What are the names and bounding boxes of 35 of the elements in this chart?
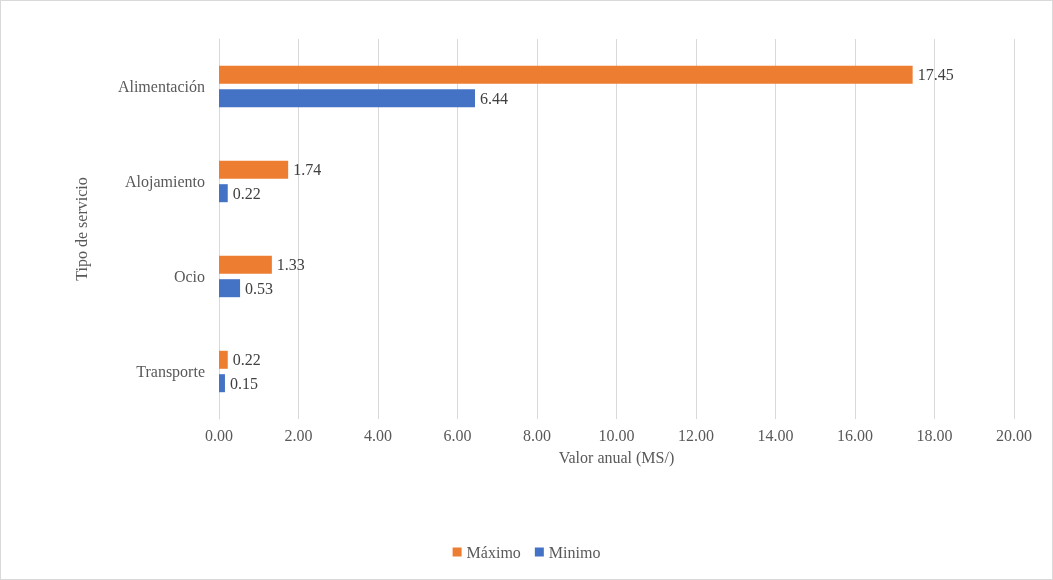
- legend-label: Máximo: [466, 543, 521, 561]
- x-tick-label: 8.00: [523, 426, 551, 444]
- bar: [219, 374, 225, 393]
- x-tick-label: 18.00: [916, 426, 953, 444]
- data-label: 0.15: [229, 374, 258, 392]
- data-label: 0.22: [232, 184, 261, 202]
- y-axis-title: Tipo de servicio: [72, 177, 91, 281]
- bar: [219, 160, 289, 179]
- x-tick-label: 2.00: [284, 426, 313, 444]
- x-tick-label: 10.00: [598, 426, 635, 444]
- y-tick-label: Transporte: [136, 363, 205, 381]
- data-label: 1.33: [276, 256, 305, 274]
- bar: [219, 184, 228, 203]
- x-tick-label: 16.00: [837, 426, 873, 444]
- data-label: 17.45: [917, 66, 954, 84]
- x-tick-label: 12.00: [678, 426, 714, 444]
- data-label: 6.44: [479, 89, 508, 107]
- bar: [219, 89, 475, 108]
- y-tick-label: Alimentación: [117, 78, 205, 95]
- bar: [219, 350, 228, 369]
- y-tick-label: Alojamiento: [125, 173, 205, 191]
- y-tick-label: Ocio: [173, 268, 205, 285]
- data-label: 1.74: [293, 161, 322, 179]
- bar: [219, 255, 272, 274]
- x-tick-label: 0.00: [205, 426, 233, 444]
- x-tick-label: 20.00: [996, 426, 1032, 444]
- legend-label: Minimo: [548, 543, 601, 561]
- data-label: 0.22: [232, 351, 261, 369]
- data-label: 0.53: [245, 279, 274, 297]
- x-tick-label: 4.00: [364, 426, 392, 444]
- bar: [219, 65, 913, 84]
- x-tick-label: 14.00: [757, 426, 794, 444]
- x-axis-title: Valor anual (MS/): [558, 448, 675, 467]
- x-tick-label: 6.00: [443, 426, 472, 444]
- bar: [219, 279, 241, 298]
